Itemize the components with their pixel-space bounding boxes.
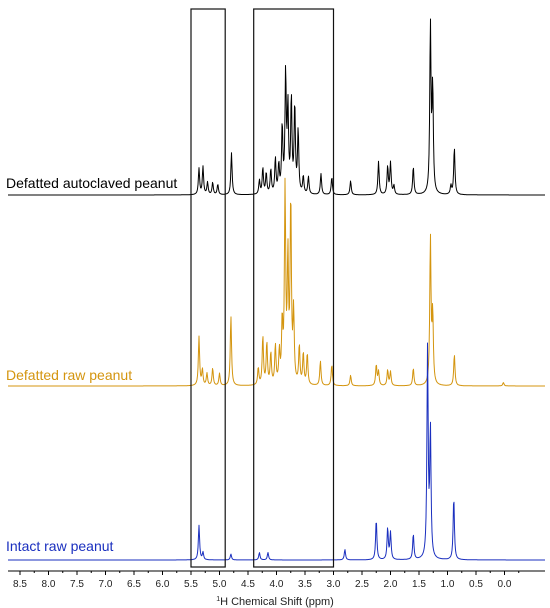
x-axis-title: 1H Chemical Shift (ppm) bbox=[216, 596, 334, 608]
highlight-boxes bbox=[190, 8, 335, 568]
spectrum-traces bbox=[8, 18, 545, 561]
x-tick-label: 7.0 bbox=[99, 579, 113, 590]
x-tick-label: 0.5 bbox=[469, 579, 483, 590]
series-label-2: Defatted raw peanut bbox=[6, 367, 132, 383]
x-tick-label: 4.5 bbox=[241, 579, 255, 590]
highlight-box-1 bbox=[190, 8, 226, 568]
x-tick-label: 3.5 bbox=[298, 579, 312, 590]
series-label-3: Intact raw peanut bbox=[6, 538, 114, 554]
x-tick-label: 1.0 bbox=[441, 579, 455, 590]
x-tick-label: 7.5 bbox=[70, 579, 84, 590]
x-tick-label: 8.0 bbox=[42, 579, 56, 590]
x-tick-label: 5.5 bbox=[184, 579, 198, 590]
x-tick-label: 2.5 bbox=[355, 579, 369, 590]
x-tick-label: 2.0 bbox=[384, 579, 398, 590]
x-tick-label: 6.5 bbox=[127, 579, 141, 590]
x-axis: 8.5 8.0 7.5 7.0 6.5 6.0 5.5 5.0 4.5 4.0 3.5 3.0 2.5 2… bbox=[8, 570, 545, 608]
series-label-1: Defatted autoclaved peanut bbox=[6, 175, 177, 191]
x-tick-label: 6.0 bbox=[156, 579, 170, 590]
spectrum-line-1 bbox=[8, 18, 545, 196]
x-axis-ticks: 8.5 8.0 7.5 7.0 6.5 6.0 5.5 5.0 4.5 4.0 3.5 3.0 2.5 2… bbox=[13, 571, 520, 590]
x-tick-label: 8.5 bbox=[13, 579, 27, 590]
highlight-box-2 bbox=[253, 8, 335, 568]
spectrum-line-3 bbox=[8, 342, 545, 561]
x-tick-label: 1.5 bbox=[412, 579, 426, 590]
x-axis-title-text: H Chemical Shift (ppm) bbox=[220, 596, 334, 608]
x-tick-label: 5.0 bbox=[213, 579, 227, 590]
x-tick-label: 0.0 bbox=[498, 579, 512, 590]
x-axis-title-superscript: 1 bbox=[216, 596, 220, 603]
series-labels: Defatted autoclaved peanut Defatted raw p… bbox=[6, 175, 177, 554]
x-tick-label: 4.0 bbox=[270, 579, 284, 590]
x-tick-label: 3.0 bbox=[327, 579, 341, 590]
spectrum-line-2 bbox=[8, 177, 545, 387]
